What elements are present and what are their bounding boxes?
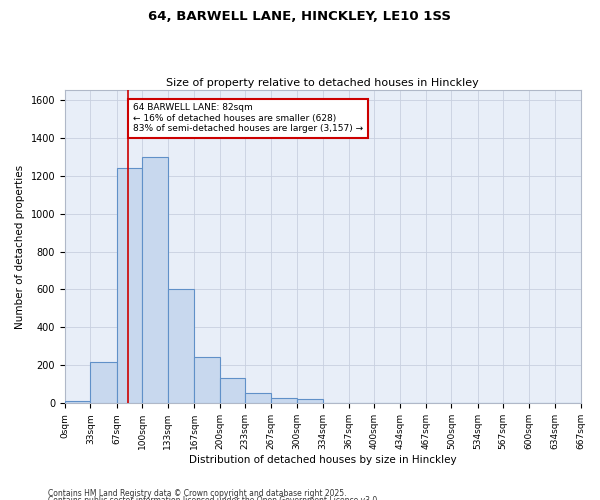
Bar xyxy=(168,290,194,404)
Bar xyxy=(245,394,271,404)
Bar xyxy=(271,398,297,404)
Text: 64 BARWELL LANE: 82sqm
← 16% of detached houses are smaller (628)
83% of semi-de: 64 BARWELL LANE: 82sqm ← 16% of detached… xyxy=(133,104,363,134)
Text: Contains public sector information licensed under the Open Government Licence v3: Contains public sector information licen… xyxy=(48,496,380,500)
Y-axis label: Number of detached properties: Number of detached properties xyxy=(15,164,25,329)
Bar xyxy=(297,398,323,404)
Text: Contains HM Land Registry data © Crown copyright and database right 2025.: Contains HM Land Registry data © Crown c… xyxy=(48,488,347,498)
Bar xyxy=(91,362,116,404)
Title: Size of property relative to detached houses in Hinckley: Size of property relative to detached ho… xyxy=(166,78,479,88)
Bar xyxy=(116,168,142,404)
Bar xyxy=(220,378,245,404)
Text: 64, BARWELL LANE, HINCKLEY, LE10 1SS: 64, BARWELL LANE, HINCKLEY, LE10 1SS xyxy=(149,10,452,23)
Bar xyxy=(142,156,168,404)
X-axis label: Distribution of detached houses by size in Hinckley: Distribution of detached houses by size … xyxy=(189,455,457,465)
Bar xyxy=(194,357,220,404)
Bar xyxy=(65,402,91,404)
